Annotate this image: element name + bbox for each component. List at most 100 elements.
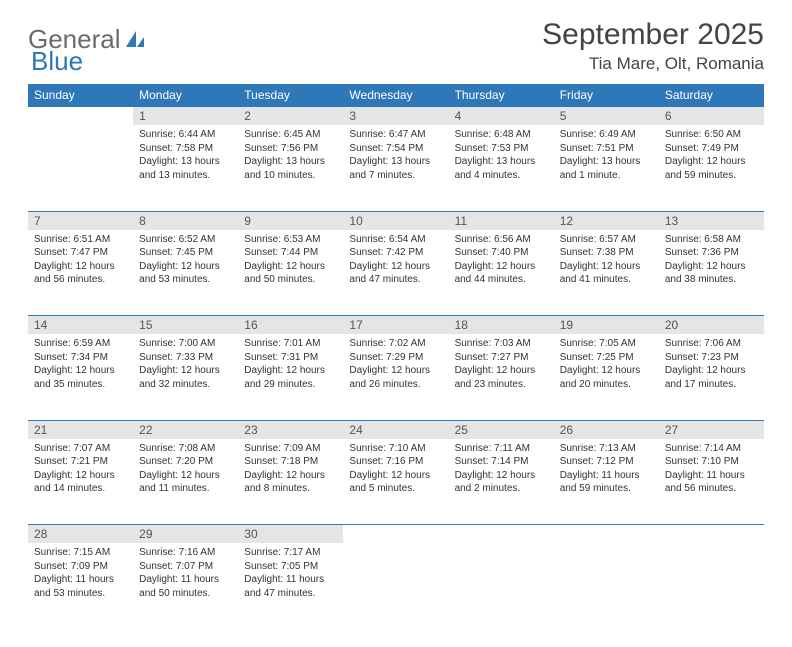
sunset-text: Sunset: 7:29 PM	[349, 351, 442, 365]
sunrise-text: Sunrise: 7:10 AM	[349, 442, 442, 456]
day-number: 8	[133, 211, 238, 230]
daylight-text: Daylight: 11 hours and 47 minutes.	[244, 573, 337, 600]
sunset-text: Sunset: 7:12 PM	[560, 455, 653, 469]
day-number: 26	[554, 420, 659, 439]
day-cell	[343, 543, 448, 629]
daylight-text: Daylight: 12 hours and 5 minutes.	[349, 469, 442, 496]
sunset-text: Sunset: 7:14 PM	[455, 455, 548, 469]
sunset-text: Sunset: 7:07 PM	[139, 560, 232, 574]
day-number	[449, 525, 554, 544]
daylight-text: Daylight: 13 hours and 1 minute.	[560, 155, 653, 182]
day-number	[343, 525, 448, 544]
day-info: Sunrise: 6:58 AMSunset: 7:36 PMDaylight:…	[659, 230, 764, 293]
sunrise-text: Sunrise: 7:17 AM	[244, 546, 337, 560]
day-number: 2	[238, 107, 343, 126]
day-number: 28	[28, 525, 133, 544]
day-number	[659, 525, 764, 544]
sunrise-text: Sunrise: 6:45 AM	[244, 128, 337, 142]
sunrise-text: Sunrise: 6:49 AM	[560, 128, 653, 142]
day-cell: Sunrise: 7:06 AMSunset: 7:23 PMDaylight:…	[659, 334, 764, 420]
sunrise-text: Sunrise: 6:54 AM	[349, 233, 442, 247]
day-cell: Sunrise: 6:51 AMSunset: 7:47 PMDaylight:…	[28, 230, 133, 316]
day-info: Sunrise: 7:11 AMSunset: 7:14 PMDaylight:…	[449, 439, 554, 502]
day-info: Sunrise: 7:00 AMSunset: 7:33 PMDaylight:…	[133, 334, 238, 397]
sunset-text: Sunset: 7:25 PM	[560, 351, 653, 365]
daylight-text: Daylight: 12 hours and 59 minutes.	[665, 155, 758, 182]
daylight-text: Daylight: 12 hours and 50 minutes.	[244, 260, 337, 287]
sunset-text: Sunset: 7:31 PM	[244, 351, 337, 365]
day-cell: Sunrise: 6:58 AMSunset: 7:36 PMDaylight:…	[659, 230, 764, 316]
sunrise-text: Sunrise: 6:56 AM	[455, 233, 548, 247]
sunset-text: Sunset: 7:38 PM	[560, 246, 653, 260]
day-cell: Sunrise: 6:52 AMSunset: 7:45 PMDaylight:…	[133, 230, 238, 316]
dow-monday: Monday	[133, 84, 238, 107]
day-cell: Sunrise: 7:09 AMSunset: 7:18 PMDaylight:…	[238, 439, 343, 525]
daylight-text: Daylight: 11 hours and 56 minutes.	[665, 469, 758, 496]
day-number: 6	[659, 107, 764, 126]
sunset-text: Sunset: 7:16 PM	[349, 455, 442, 469]
daylight-text: Daylight: 12 hours and 14 minutes.	[34, 469, 127, 496]
day-cell: Sunrise: 6:56 AMSunset: 7:40 PMDaylight:…	[449, 230, 554, 316]
day-info: Sunrise: 6:47 AMSunset: 7:54 PMDaylight:…	[343, 125, 448, 188]
day-number: 30	[238, 525, 343, 544]
sunset-text: Sunset: 7:45 PM	[139, 246, 232, 260]
sunset-text: Sunset: 7:40 PM	[455, 246, 548, 260]
day-number: 17	[343, 316, 448, 335]
page-title: September 2025	[542, 18, 764, 52]
day-number: 1	[133, 107, 238, 126]
daylight-text: Daylight: 12 hours and 56 minutes.	[34, 260, 127, 287]
day-info: Sunrise: 6:52 AMSunset: 7:45 PMDaylight:…	[133, 230, 238, 293]
daylight-text: Daylight: 12 hours and 8 minutes.	[244, 469, 337, 496]
sunset-text: Sunset: 7:09 PM	[34, 560, 127, 574]
dow-thursday: Thursday	[449, 84, 554, 107]
day-number: 14	[28, 316, 133, 335]
daylight-text: Daylight: 11 hours and 50 minutes.	[139, 573, 232, 600]
week-row: Sunrise: 7:07 AMSunset: 7:21 PMDaylight:…	[28, 439, 764, 525]
day-cell	[554, 543, 659, 629]
sunset-text: Sunset: 7:27 PM	[455, 351, 548, 365]
sunrise-text: Sunrise: 6:51 AM	[34, 233, 127, 247]
sunrise-text: Sunrise: 6:52 AM	[139, 233, 232, 247]
sunrise-text: Sunrise: 7:13 AM	[560, 442, 653, 456]
daylight-text: Daylight: 12 hours and 17 minutes.	[665, 364, 758, 391]
day-cell: Sunrise: 7:01 AMSunset: 7:31 PMDaylight:…	[238, 334, 343, 420]
sunrise-text: Sunrise: 7:02 AM	[349, 337, 442, 351]
sunrise-text: Sunrise: 6:44 AM	[139, 128, 232, 142]
week-row: Sunrise: 6:44 AMSunset: 7:58 PMDaylight:…	[28, 125, 764, 211]
sunset-text: Sunset: 7:44 PM	[244, 246, 337, 260]
sunrise-text: Sunrise: 7:16 AM	[139, 546, 232, 560]
sunrise-text: Sunrise: 7:08 AM	[139, 442, 232, 456]
day-cell: Sunrise: 6:53 AMSunset: 7:44 PMDaylight:…	[238, 230, 343, 316]
day-info: Sunrise: 6:56 AMSunset: 7:40 PMDaylight:…	[449, 230, 554, 293]
sunset-text: Sunset: 7:56 PM	[244, 142, 337, 156]
day-number: 15	[133, 316, 238, 335]
day-info: Sunrise: 6:54 AMSunset: 7:42 PMDaylight:…	[343, 230, 448, 293]
sunrise-text: Sunrise: 7:03 AM	[455, 337, 548, 351]
dow-wednesday: Wednesday	[343, 84, 448, 107]
day-number: 5	[554, 107, 659, 126]
day-number: 27	[659, 420, 764, 439]
location-text: Tia Mare, Olt, Romania	[542, 54, 764, 74]
day-number: 21	[28, 420, 133, 439]
daylight-text: Daylight: 13 hours and 10 minutes.	[244, 155, 337, 182]
day-number: 7	[28, 211, 133, 230]
sunrise-text: Sunrise: 7:06 AM	[665, 337, 758, 351]
day-info: Sunrise: 7:02 AMSunset: 7:29 PMDaylight:…	[343, 334, 448, 397]
day-info: Sunrise: 7:03 AMSunset: 7:27 PMDaylight:…	[449, 334, 554, 397]
daynum-row: 123456	[28, 107, 764, 126]
sunrise-text: Sunrise: 7:09 AM	[244, 442, 337, 456]
sunrise-text: Sunrise: 6:59 AM	[34, 337, 127, 351]
day-number: 10	[343, 211, 448, 230]
sunset-text: Sunset: 7:33 PM	[139, 351, 232, 365]
day-cell: Sunrise: 6:47 AMSunset: 7:54 PMDaylight:…	[343, 125, 448, 211]
daylight-text: Daylight: 12 hours and 11 minutes.	[139, 469, 232, 496]
daylight-text: Daylight: 12 hours and 26 minutes.	[349, 364, 442, 391]
daylight-text: Daylight: 12 hours and 53 minutes.	[139, 260, 232, 287]
day-info: Sunrise: 7:16 AMSunset: 7:07 PMDaylight:…	[133, 543, 238, 606]
sunset-text: Sunset: 7:54 PM	[349, 142, 442, 156]
day-cell: Sunrise: 6:48 AMSunset: 7:53 PMDaylight:…	[449, 125, 554, 211]
day-info: Sunrise: 7:09 AMSunset: 7:18 PMDaylight:…	[238, 439, 343, 502]
sunset-text: Sunset: 7:05 PM	[244, 560, 337, 574]
day-info: Sunrise: 7:10 AMSunset: 7:16 PMDaylight:…	[343, 439, 448, 502]
sunrise-text: Sunrise: 6:57 AM	[560, 233, 653, 247]
